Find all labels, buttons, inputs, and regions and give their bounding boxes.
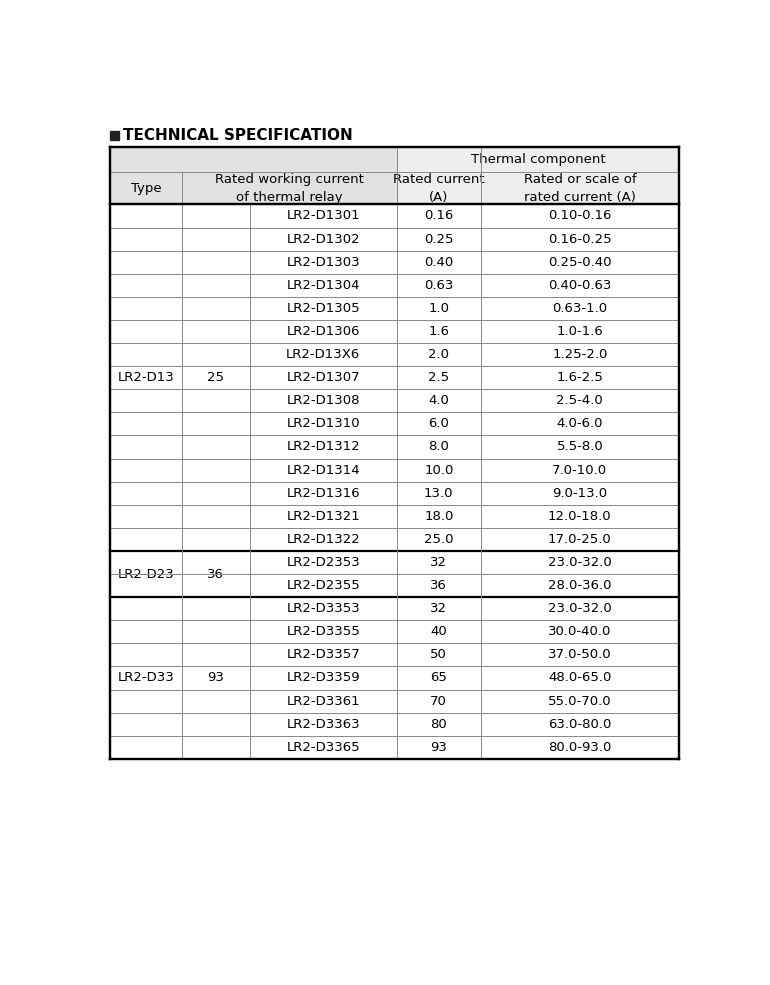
Text: LR2-D1308: LR2-D1308 [286,394,360,407]
Text: LR2-D1302: LR2-D1302 [286,232,360,245]
Text: LR2-D3359: LR2-D3359 [286,672,360,685]
Text: 93: 93 [430,741,447,754]
Bar [110,172,397,205]
Text: LR2-D1306: LR2-D1306 [286,325,360,338]
Text: 2.0: 2.0 [428,348,450,361]
Text: 40: 40 [430,625,447,638]
Text: 1.6-2.5: 1.6-2.5 [557,371,603,384]
Text: 0.10-0.16: 0.10-0.16 [548,210,611,223]
Text: 65: 65 [430,672,447,685]
Text: 36: 36 [207,567,224,580]
Text: 0.40-0.63: 0.40-0.63 [548,279,611,292]
Text: LR2-D3363: LR2-D3363 [286,718,360,731]
Text: 7.0-10.0: 7.0-10.0 [552,464,608,477]
Text: LR2-D2353: LR2-D2353 [286,556,360,569]
Text: 9.0-13.0: 9.0-13.0 [552,487,608,499]
Text: 23.0-32.0: 23.0-32.0 [548,556,611,569]
Text: LR2-D1304: LR2-D1304 [286,279,360,292]
Text: 1.25-2.0: 1.25-2.0 [552,348,608,361]
Text: 0.25-0.40: 0.25-0.40 [548,256,611,269]
Text: LR2-D1314: LR2-D1314 [286,464,360,477]
Text: 23.0-32.0: 23.0-32.0 [548,602,611,616]
Bar [397,147,679,172]
Text: 0.40: 0.40 [424,256,454,269]
Text: 48.0-65.0: 48.0-65.0 [548,672,611,685]
Text: 25: 25 [207,371,224,384]
Text: LR2-D13: LR2-D13 [118,371,174,384]
Text: 63.0-80.0: 63.0-80.0 [548,718,611,731]
Text: 17.0-25.0: 17.0-25.0 [548,533,611,546]
Text: 0.16-0.25: 0.16-0.25 [548,232,611,245]
Text: 4.0: 4.0 [428,394,449,407]
Text: LR2-D33: LR2-D33 [118,672,174,685]
Text: 13.0: 13.0 [424,487,454,499]
Text: 12.0-18.0: 12.0-18.0 [548,510,611,523]
Text: LR2-D1310: LR2-D1310 [286,418,360,430]
Text: LR2-D3353: LR2-D3353 [286,602,360,616]
Text: 2.5-4.0: 2.5-4.0 [557,394,603,407]
Text: 4.0-6.0: 4.0-6.0 [557,418,603,430]
Text: 25.0: 25.0 [424,533,454,546]
Text: LR2-D2355: LR2-D2355 [286,579,360,592]
Text: 0.16: 0.16 [424,210,454,223]
Bar [110,131,119,140]
Text: 32: 32 [430,556,447,569]
Text: 37.0-50.0: 37.0-50.0 [548,648,611,661]
Text: 1.0: 1.0 [428,301,450,315]
Text: 50: 50 [430,648,447,661]
Text: LR2-D3355: LR2-D3355 [286,625,360,638]
Text: 93: 93 [207,672,224,685]
Text: 1.0-1.6: 1.0-1.6 [557,325,603,338]
Text: 5.5-8.0: 5.5-8.0 [557,440,603,453]
Text: TECHNICAL SPECIFICATION: TECHNICAL SPECIFICATION [122,128,353,143]
Text: 0.25: 0.25 [424,232,454,245]
Bar [397,172,679,205]
Text: 80.0-93.0: 80.0-93.0 [548,741,611,754]
Text: 8.0: 8.0 [428,440,449,453]
Text: LR2-D1303: LR2-D1303 [286,256,360,269]
Text: Type: Type [131,182,161,195]
Text: 55.0-70.0: 55.0-70.0 [548,694,611,707]
Text: 28.0-36.0: 28.0-36.0 [548,579,611,592]
Text: 32: 32 [430,602,447,616]
Text: 70: 70 [430,694,447,707]
Text: 30.0-40.0: 30.0-40.0 [548,625,611,638]
Text: 1.6: 1.6 [428,325,450,338]
Text: LR2-D23: LR2-D23 [118,567,174,580]
Text: 36: 36 [430,579,447,592]
Text: Thermal component: Thermal component [470,153,605,165]
Text: Rated working current
of thermal relay: Rated working current of thermal relay [215,172,363,204]
Text: LR2-D1305: LR2-D1305 [286,301,360,315]
Text: Rated current
(A): Rated current (A) [393,172,484,204]
Text: 18.0: 18.0 [424,510,454,523]
Text: 0.63-1.0: 0.63-1.0 [552,301,608,315]
Bar [110,147,679,758]
Text: LR2-D1312: LR2-D1312 [286,440,360,453]
Text: LR2-D1321: LR2-D1321 [286,510,360,523]
Text: LR2-D1316: LR2-D1316 [286,487,360,499]
Bar [110,147,397,172]
Text: 6.0: 6.0 [428,418,449,430]
Text: 10.0: 10.0 [424,464,454,477]
Text: LR2-D3361: LR2-D3361 [286,694,360,707]
Text: LR2-D13X6: LR2-D13X6 [286,348,360,361]
Text: LR2-D1307: LR2-D1307 [286,371,360,384]
Text: LR2-D3357: LR2-D3357 [286,648,360,661]
Text: Rated or scale of
rated current (A): Rated or scale of rated current (A) [524,172,636,204]
Text: 80: 80 [430,718,447,731]
Text: 0.63: 0.63 [424,279,454,292]
Text: LR2-D3365: LR2-D3365 [286,741,360,754]
Text: LR2-D1322: LR2-D1322 [286,533,360,546]
Text: 2.5: 2.5 [428,371,450,384]
Text: LR2-D1301: LR2-D1301 [286,210,360,223]
